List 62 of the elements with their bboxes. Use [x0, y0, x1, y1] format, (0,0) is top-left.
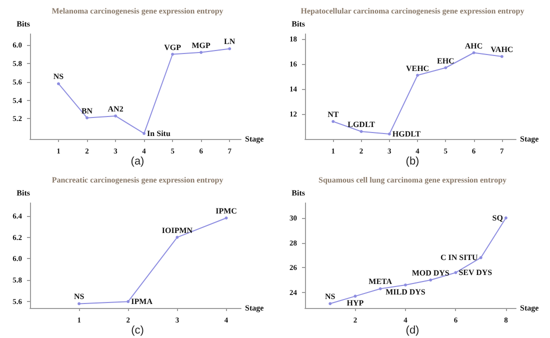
chart-title: Squamous cell lung carcinoma gene expression entropy	[318, 176, 507, 184]
annotation: MILD DYS	[386, 288, 426, 297]
point	[454, 271, 458, 274]
point	[500, 55, 504, 58]
point	[171, 52, 174, 56]
annotation: NS	[74, 292, 85, 302]
annotation: IPMA	[131, 297, 153, 306]
annotation: AHC	[464, 41, 483, 50]
annotation: IPMC	[216, 206, 238, 216]
annotation: SQ	[492, 213, 503, 222]
point	[228, 47, 232, 50]
text: (d)	[406, 324, 420, 336]
y-axis-title: Bits	[16, 188, 30, 198]
y-axis-title: Bits	[16, 20, 30, 28]
annotation: VEHC	[406, 64, 430, 73]
annotation: MOD DYS	[412, 268, 450, 278]
text: (b)	[406, 156, 420, 168]
point	[332, 120, 335, 123]
point	[360, 130, 363, 133]
annotation: LN	[224, 37, 236, 46]
annotation: AN2	[108, 104, 124, 114]
point	[479, 256, 482, 260]
x-axis-title: Stage	[520, 134, 540, 144]
point	[472, 51, 476, 54]
annotation: NT	[328, 110, 340, 119]
annotation: HYP	[346, 298, 364, 308]
point	[86, 116, 89, 120]
y-axis-title: Bits	[292, 188, 305, 198]
annotation: EHC	[436, 56, 455, 66]
point	[504, 216, 508, 220]
annotation: VGP	[164, 42, 182, 52]
text: (c)	[131, 324, 144, 336]
point	[176, 236, 179, 239]
point	[416, 74, 420, 77]
text: (a)	[130, 156, 144, 168]
x-axis-title: Stage	[245, 134, 264, 144]
chart-title: Melanoma carcinogenesis gene expression entropy	[52, 6, 224, 16]
annotation: SEV DYS	[458, 268, 493, 278]
point	[328, 302, 332, 306]
annotation: LGDLT	[348, 120, 376, 129]
annotation: In Situ	[147, 128, 171, 138]
annotation: IOIPMN	[162, 226, 193, 235]
annotation: NS	[53, 72, 64, 82]
point	[57, 82, 60, 86]
annotation: NS	[325, 292, 336, 302]
annotation: HGDLT	[392, 130, 422, 138]
annotation: C IN SITU	[440, 253, 478, 262]
x-axis-title: Stage	[520, 304, 540, 312]
annotation: VAHC	[490, 45, 514, 54]
point	[354, 294, 357, 298]
point	[200, 50, 203, 54]
chart-title: Hepatocellular carcinoma carcinogenesis gene expression entropy	[300, 6, 524, 16]
point	[78, 302, 81, 306]
x-axis-title: Stage	[245, 304, 264, 312]
point	[224, 216, 228, 220]
point	[429, 278, 432, 282]
chart-title: Pancreatic carcinogenesis gene expression entropy	[52, 176, 224, 184]
point	[126, 300, 130, 304]
annotation: META	[368, 277, 392, 286]
y-axis-title: Bits	[292, 20, 305, 28]
annotation: BN	[81, 106, 93, 116]
annotation: MGP	[192, 40, 211, 50]
